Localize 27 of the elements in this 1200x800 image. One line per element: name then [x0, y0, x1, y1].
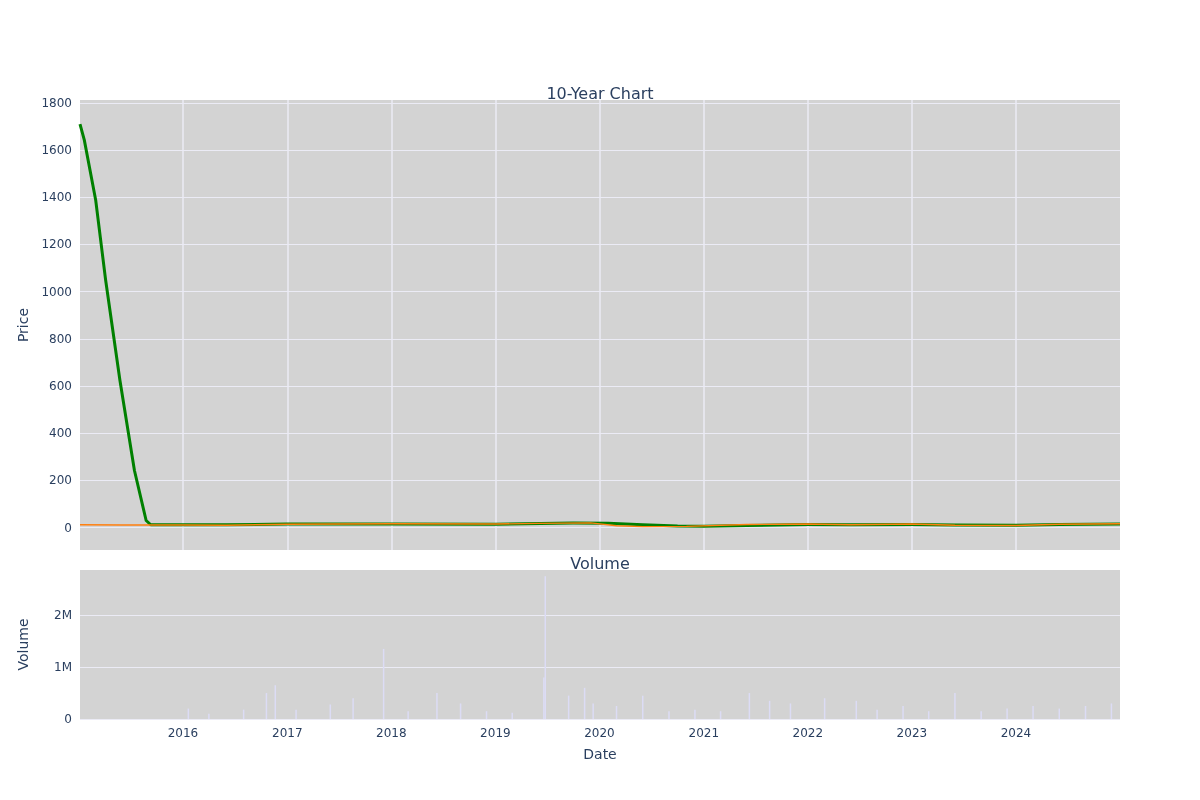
y-tick-label: 1000 [41, 284, 72, 299]
y-tick-label: 200 [49, 473, 72, 488]
x-tick-label: 2023 [896, 726, 928, 740]
x-tick-label: 2021 [688, 726, 720, 740]
x-tick-label: 2016 [167, 726, 199, 740]
y-tick-label: 0 [64, 520, 72, 535]
y-tick-label: 0 [64, 712, 72, 726]
x-axis-title: Date [583, 746, 617, 762]
chart-title: Volume [570, 553, 630, 573]
chart-title: 10-Year Chart [546, 83, 654, 103]
y-axis-title: Price [15, 307, 31, 343]
x-tick-label: 2018 [376, 726, 407, 740]
y-tick-label: 2M [54, 608, 72, 623]
y-tick-label: 1M [54, 660, 72, 675]
y-tick-label: 600 [49, 379, 72, 393]
y-tick-label: 1400 [41, 190, 72, 205]
x-tick-label: 2022 [792, 726, 824, 740]
y-tick-label: 800 [49, 331, 72, 346]
y-tick-label: 1800 [41, 95, 72, 110]
y-tick-label: 1200 [41, 237, 72, 252]
y-tick-label: 1600 [41, 143, 72, 158]
x-tick-label: 2024 [1000, 726, 1032, 740]
x-tick-label: 2020 [584, 726, 615, 740]
y-axis-title: Volume [15, 618, 31, 671]
x-tick-label: 2019 [480, 726, 511, 740]
x-tick-label: 2017 [271, 726, 303, 740]
y-tick-label: 400 [49, 426, 72, 441]
